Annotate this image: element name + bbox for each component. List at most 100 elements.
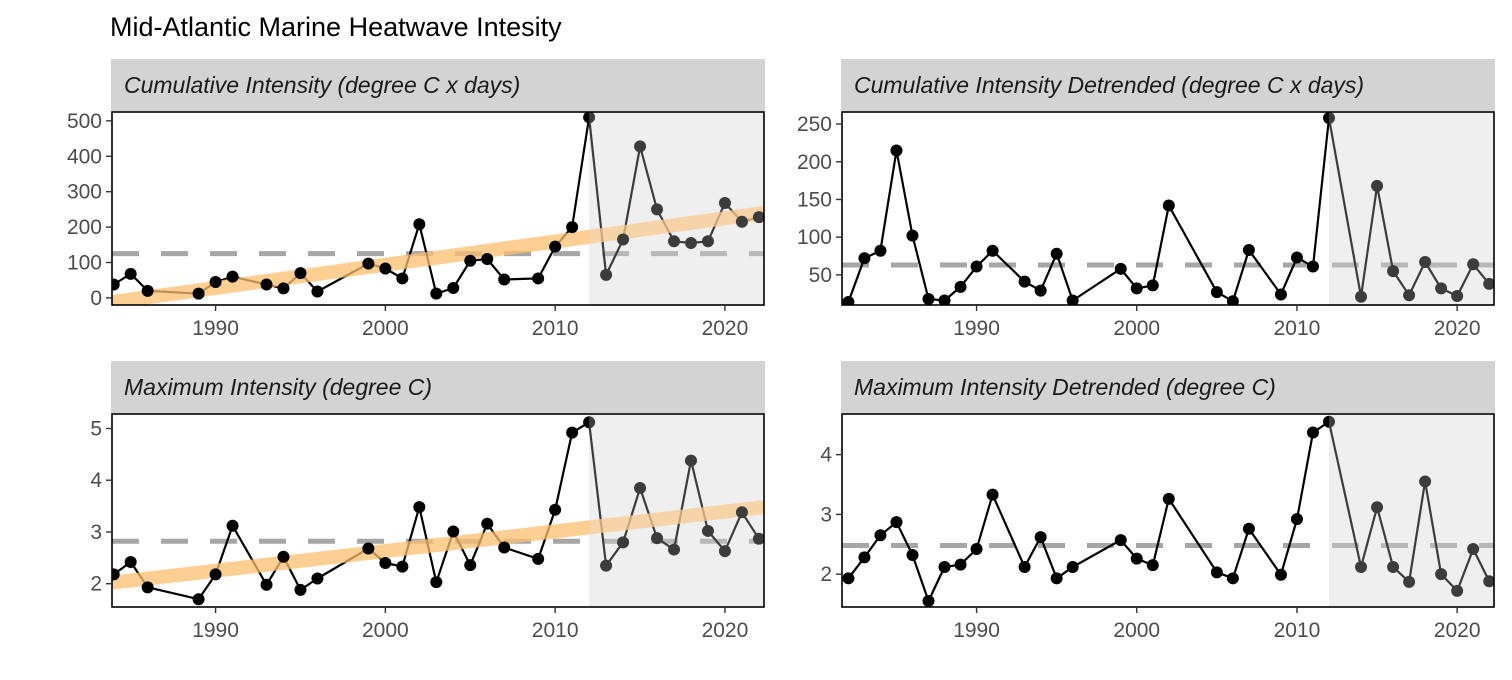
- facet-strip: [111, 361, 765, 413]
- data-point: [430, 576, 443, 589]
- y-tick-label: 250: [797, 113, 832, 136]
- panel-border: [841, 111, 1495, 306]
- data-point: [1130, 552, 1143, 565]
- facet-panel-3: Maximum Intensity (degree C) 2 3 4 5 1990 2000…: [90, 361, 765, 642]
- data-point: [277, 282, 290, 295]
- data-point: [718, 545, 731, 558]
- data-point: [226, 519, 239, 532]
- data-point: [752, 532, 764, 545]
- data-point: [1467, 543, 1480, 556]
- data-point: [141, 581, 154, 594]
- data-point: [1322, 112, 1335, 125]
- data-point: [294, 583, 307, 596]
- y-tick-label: 100: [797, 226, 832, 249]
- x-tick-label: 2020: [1434, 619, 1481, 642]
- data-point: [481, 517, 494, 530]
- data-point: [1483, 575, 1494, 588]
- facet-strip: [111, 59, 765, 111]
- plot-area: [842, 112, 1494, 305]
- y-tick-label: 2: [820, 563, 832, 586]
- data-point: [668, 235, 681, 248]
- data-point: [906, 229, 919, 242]
- data-point: [413, 501, 426, 514]
- data-point: [566, 221, 579, 234]
- data-point: [1355, 290, 1368, 303]
- data-point: [464, 559, 477, 572]
- data-point: [986, 488, 999, 501]
- data-point: [617, 233, 630, 246]
- y-tick-label: 50: [809, 264, 832, 287]
- data-point: [549, 240, 562, 253]
- data-point: [1387, 560, 1400, 573]
- data-point: [1322, 415, 1335, 428]
- data-point: [1226, 572, 1239, 585]
- data-point: [668, 543, 681, 556]
- data-point: [600, 268, 613, 281]
- data-point: [1162, 199, 1175, 212]
- data-point: [192, 287, 205, 300]
- data-point: [970, 543, 983, 556]
- data-point: [1242, 522, 1255, 535]
- data-point: [1274, 568, 1287, 581]
- data-point: [938, 560, 951, 573]
- data-point: [735, 215, 748, 228]
- x-tick-label: 2010: [532, 619, 579, 642]
- data-point: [209, 568, 222, 581]
- data-point: [651, 203, 664, 216]
- data-point: [532, 552, 545, 565]
- x-tick-label: 2000: [1113, 317, 1160, 340]
- data-point: [1242, 243, 1255, 256]
- data-point: [583, 416, 596, 429]
- y-tick-label: 4: [820, 444, 832, 467]
- data-point: [634, 140, 647, 153]
- facet-panel-1: Cumulative Intensity (degree C x days) 0 1…: [67, 59, 765, 340]
- x-tick-label: 2000: [362, 317, 409, 340]
- data-point: [938, 294, 951, 305]
- data-point: [701, 235, 714, 248]
- data-point: [1419, 256, 1432, 269]
- y-tick-label: 300: [67, 181, 102, 204]
- trend-line: [112, 500, 764, 590]
- x-tick-label: 1990: [192, 317, 239, 340]
- data-point: [954, 280, 967, 293]
- data-point: [481, 252, 494, 265]
- data-point: [970, 260, 983, 273]
- recent-period-overlay: [1328, 414, 1494, 607]
- data-point: [1290, 513, 1303, 526]
- recent-period-shade: [1328, 414, 1494, 607]
- facet-strip: [841, 361, 1495, 413]
- facet-panel-2: Cumulative Intensity Detrended (degree C…: [797, 59, 1495, 340]
- y-tick-label: 200: [797, 151, 832, 174]
- data-point: [906, 549, 919, 562]
- data-point: [1066, 560, 1079, 573]
- y-tick-label: 400: [67, 145, 102, 168]
- data-point: [701, 524, 714, 537]
- trend-line: [112, 205, 764, 305]
- x-tick-label: 1990: [192, 619, 239, 642]
- data-point: [1483, 277, 1494, 290]
- data-point: [1306, 426, 1319, 439]
- data-point: [651, 532, 664, 545]
- data-point: [226, 270, 239, 283]
- series-line: [847, 420, 1491, 603]
- data-point: [498, 541, 511, 554]
- x-tick-label: 2010: [532, 317, 579, 340]
- data-point: [1467, 258, 1480, 271]
- facet-strip-label: Maximum Intensity (degree C): [124, 374, 432, 400]
- x-tick-label: 2010: [1274, 317, 1321, 340]
- data-point: [1210, 286, 1223, 299]
- data-point: [718, 197, 731, 210]
- data-point: [124, 555, 137, 568]
- data-point: [684, 237, 697, 250]
- data-point: [1050, 572, 1063, 585]
- data-point: [1451, 289, 1464, 302]
- data-point: [362, 542, 375, 555]
- data-point: [1387, 265, 1400, 278]
- data-point: [874, 244, 887, 257]
- y-tick-label: 3: [820, 503, 832, 526]
- data-point: [1018, 560, 1031, 573]
- y-tick-label: 0: [90, 287, 102, 310]
- plot-area: [112, 414, 764, 607]
- data-point: [858, 252, 871, 265]
- data-point: [1066, 294, 1079, 305]
